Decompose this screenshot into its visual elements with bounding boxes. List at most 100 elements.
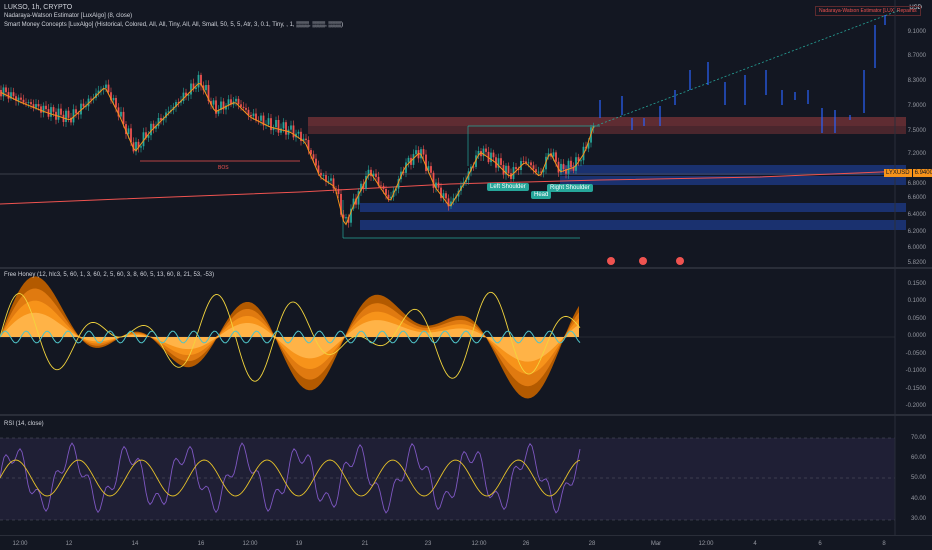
candle-body bbox=[227, 99, 230, 106]
price-tick: 6.4000 bbox=[907, 212, 926, 218]
candle-body bbox=[140, 146, 142, 148]
candle-body bbox=[490, 152, 492, 163]
symbol-title[interactable]: LUKSO, 1h, CRYPTO bbox=[4, 4, 73, 11]
candle-body bbox=[77, 113, 80, 115]
candle-body bbox=[145, 132, 147, 138]
candle-body bbox=[175, 102, 177, 107]
candle-body bbox=[165, 112, 167, 118]
candle-body bbox=[340, 193, 342, 215]
candle-body bbox=[107, 84, 110, 93]
price-tick: 7.2000 bbox=[907, 151, 926, 157]
candle-body bbox=[275, 119, 277, 128]
candle-body bbox=[152, 123, 155, 129]
rsi-legend[interactable]: RSI (14, close) bbox=[4, 421, 44, 427]
candle-body bbox=[535, 169, 537, 173]
candle-body bbox=[380, 185, 382, 187]
candle-body bbox=[542, 169, 545, 173]
candle-body bbox=[355, 198, 357, 205]
candle-body bbox=[482, 148, 485, 157]
candle-body bbox=[282, 122, 285, 129]
candle-body bbox=[310, 150, 312, 155]
currency-label[interactable]: USD bbox=[909, 5, 922, 11]
candle-body bbox=[330, 178, 332, 181]
candle-body bbox=[345, 217, 347, 219]
candle-body bbox=[117, 107, 120, 117]
symbol-tag: LYXUSD bbox=[884, 169, 912, 177]
oscillator-legend[interactable]: Free Honey (12, hlc3, 5, 60, 1, 3, 60, 2… bbox=[4, 272, 215, 278]
candle-body bbox=[412, 154, 415, 165]
candle-body bbox=[280, 128, 282, 133]
candle-body bbox=[197, 74, 200, 88]
candle-body bbox=[382, 185, 385, 189]
indicator-legend-smc[interactable]: Smart Money Concepts [LuxAlgo] (Historic… bbox=[4, 22, 344, 28]
time-tick: 4 bbox=[753, 541, 757, 547]
candle-body bbox=[427, 166, 430, 171]
price-tick: 6.2000 bbox=[907, 229, 926, 235]
candle-body bbox=[65, 110, 67, 123]
candle-body bbox=[390, 196, 392, 199]
trend-line-red bbox=[0, 170, 907, 205]
candle-body bbox=[367, 169, 370, 176]
candle-body bbox=[557, 161, 560, 173]
candle-body bbox=[537, 171, 540, 173]
candle-body bbox=[430, 166, 432, 173]
candle-body bbox=[485, 148, 487, 152]
supply-zone-2 bbox=[308, 126, 906, 134]
candle-body bbox=[540, 171, 542, 173]
candle-body bbox=[130, 128, 132, 143]
candle-body bbox=[115, 97, 117, 108]
candle-body bbox=[307, 139, 310, 151]
indicator-legend-nadaraya[interactable]: Nadaraya-Watson Estimator [LuxAlgo] (8, … bbox=[4, 13, 133, 19]
price-tick: 7.5000 bbox=[907, 128, 926, 134]
time-tick: 12:00 bbox=[242, 541, 258, 547]
demand-zone-1 bbox=[560, 165, 906, 175]
candle-body bbox=[7, 92, 10, 99]
candle-body bbox=[180, 100, 182, 103]
candle-body bbox=[362, 183, 365, 189]
oscillator-band-lower bbox=[0, 337, 579, 387]
candle-body bbox=[15, 96, 17, 101]
candle-body bbox=[332, 178, 335, 189]
event-icon-2 bbox=[639, 257, 647, 265]
candle-body bbox=[422, 149, 425, 155]
candle-body bbox=[210, 101, 212, 105]
candle-body bbox=[105, 84, 107, 88]
candle-body bbox=[182, 92, 185, 101]
candle-body bbox=[337, 188, 340, 194]
candle-body bbox=[195, 87, 197, 90]
candle-body bbox=[160, 117, 162, 121]
candle-body bbox=[365, 175, 367, 189]
candle-body bbox=[302, 138, 305, 142]
candle-body bbox=[497, 158, 500, 168]
candle-body bbox=[435, 182, 437, 188]
oscillator-band-upper bbox=[0, 312, 579, 337]
candle-body bbox=[385, 188, 387, 195]
price-tick: 7.9000 bbox=[907, 103, 926, 109]
candle-body bbox=[147, 135, 150, 138]
candle-body bbox=[185, 92, 187, 96]
candle-body bbox=[317, 165, 320, 173]
osc-tick: -0.1500 bbox=[905, 386, 926, 392]
candle-body bbox=[360, 183, 362, 192]
candle-body bbox=[35, 104, 37, 108]
candle-body bbox=[445, 193, 447, 199]
rsi-ma-line bbox=[0, 459, 581, 497]
event-icon-3 bbox=[676, 257, 684, 265]
right-shoulder-label: Right Shoulder bbox=[547, 184, 593, 192]
candle-body bbox=[397, 179, 400, 189]
candle-body bbox=[555, 152, 557, 162]
candle-body bbox=[297, 131, 300, 134]
rsi-tick: 50.00 bbox=[910, 475, 926, 481]
candle-body bbox=[20, 97, 22, 100]
candle-body bbox=[225, 105, 227, 110]
osc-tick: -0.1000 bbox=[905, 368, 926, 374]
rsi-tick: 30.00 bbox=[910, 516, 926, 522]
price-tick: 8.7000 bbox=[907, 53, 926, 59]
price-tick: 5.8200 bbox=[907, 260, 926, 266]
candle-body bbox=[75, 109, 77, 114]
candle-body bbox=[112, 97, 115, 101]
candle-body bbox=[315, 158, 317, 166]
osc-tick: 0.0500 bbox=[907, 316, 926, 322]
rsi-tick: 40.00 bbox=[910, 496, 926, 502]
